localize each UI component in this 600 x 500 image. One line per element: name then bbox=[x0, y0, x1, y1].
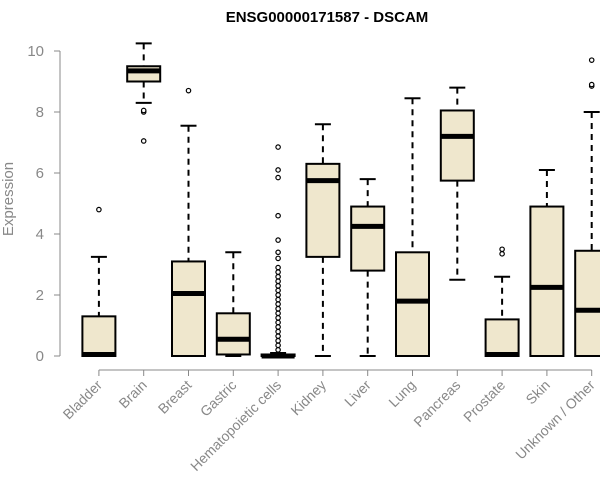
box-2 bbox=[126, 42, 162, 144]
box-3 bbox=[171, 87, 206, 358]
outlier-point bbox=[499, 251, 505, 257]
outlier-point bbox=[275, 333, 281, 339]
interquartile-box bbox=[81, 315, 117, 358]
outlier-point bbox=[275, 212, 281, 219]
outlier-point bbox=[275, 287, 281, 294]
outlier-point bbox=[275, 283, 281, 289]
y-axis-label: Expression bbox=[0, 162, 17, 236]
x-tick-label: Breast bbox=[155, 377, 195, 417]
outlier-point bbox=[275, 144, 281, 150]
x-tick-label: Liver bbox=[341, 377, 374, 410]
y-axis: 0 2 4 6 8 10 bbox=[27, 43, 61, 365]
x-tick-label: Unknown / Other bbox=[512, 377, 598, 463]
interquartile-box bbox=[529, 205, 565, 357]
outlier-point bbox=[140, 107, 147, 114]
box-1 bbox=[81, 206, 117, 358]
outlier-point bbox=[275, 347, 281, 353]
outlier-point bbox=[275, 310, 281, 317]
x-tick-label: Lung bbox=[385, 377, 418, 410]
box-7 bbox=[350, 178, 386, 357]
x-tick-label: Prostate bbox=[460, 377, 508, 425]
outlier-point bbox=[275, 264, 281, 271]
outlier-point bbox=[275, 269, 281, 275]
outlier-point bbox=[96, 206, 102, 213]
interquartile-box bbox=[350, 205, 386, 272]
interquartile-box bbox=[574, 249, 600, 357]
outlier-point bbox=[275, 296, 281, 303]
outlier-point bbox=[275, 273, 281, 280]
outlier-point bbox=[275, 319, 281, 326]
outlier-point bbox=[275, 301, 281, 307]
outlier-point bbox=[275, 342, 281, 349]
chart-title: ENSG00000171587 - DSCAM bbox=[226, 9, 429, 26]
y-tick-label: 4 bbox=[36, 226, 44, 243]
box-6 bbox=[305, 123, 341, 357]
outlier-point bbox=[140, 138, 147, 144]
outlier-point bbox=[275, 174, 281, 181]
y-tick-label: 2 bbox=[36, 287, 44, 304]
outlier-point bbox=[588, 57, 595, 63]
interquartile-box bbox=[439, 109, 475, 182]
x-tick-label: Gastric bbox=[197, 377, 240, 420]
interquartile-box bbox=[484, 318, 520, 357]
outlier-point bbox=[275, 167, 281, 173]
outlier-point bbox=[275, 324, 281, 330]
outlier-point bbox=[275, 337, 281, 344]
x-tick-label: Kidney bbox=[287, 377, 329, 419]
box-5 bbox=[260, 144, 296, 359]
outlier-point bbox=[588, 81, 595, 88]
interquartile-box bbox=[395, 251, 430, 357]
outlier-point bbox=[185, 87, 192, 94]
y-tick-label: 6 bbox=[36, 165, 44, 182]
box-11 bbox=[529, 168, 565, 357]
box-8 bbox=[395, 97, 430, 357]
outlier-point bbox=[275, 249, 281, 256]
outlier-point bbox=[275, 237, 281, 243]
outlier-point bbox=[275, 292, 281, 298]
x-tick-label: Brain bbox=[115, 377, 149, 411]
box-4 bbox=[215, 251, 251, 357]
x-tick-label: Pancreas bbox=[410, 377, 463, 430]
box-12 bbox=[574, 57, 600, 357]
outlier-point bbox=[275, 278, 281, 285]
interquartile-box bbox=[215, 312, 251, 356]
interquartile-box bbox=[305, 162, 341, 258]
outlier-point bbox=[275, 305, 281, 312]
outlier-point bbox=[275, 315, 281, 321]
plot-area bbox=[81, 42, 600, 359]
outlier-point bbox=[275, 328, 281, 335]
x-tick-label: Bladder bbox=[60, 377, 106, 423]
y-tick-label: 8 bbox=[36, 104, 44, 121]
outlier-point bbox=[499, 246, 505, 253]
interquartile-box bbox=[171, 260, 206, 358]
box-10 bbox=[484, 246, 520, 357]
y-tick-label: 0 bbox=[36, 348, 44, 365]
y-tick-label: 10 bbox=[27, 43, 44, 60]
x-tick-label: Skin bbox=[522, 377, 553, 408]
outlier-point bbox=[275, 255, 281, 262]
box-9 bbox=[439, 86, 475, 281]
